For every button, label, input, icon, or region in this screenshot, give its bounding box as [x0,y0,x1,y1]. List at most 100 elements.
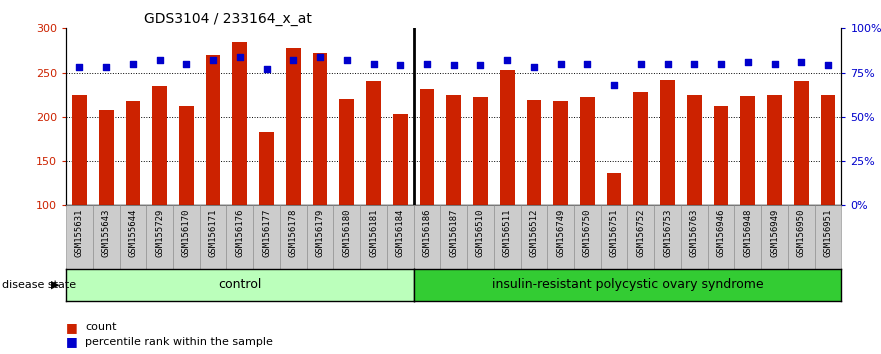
Text: GSM156187: GSM156187 [449,209,458,257]
Point [233,54,247,59]
Text: GSM156753: GSM156753 [663,209,672,257]
Bar [735,205,761,269]
Text: disease state: disease state [2,280,76,290]
Bar [820,95,835,205]
Point [767,61,781,67]
Bar [413,205,440,269]
Bar [521,205,547,269]
Point [527,64,541,70]
Point [152,57,167,63]
Bar [360,205,387,269]
Bar [815,205,841,269]
Text: GSM156511: GSM156511 [503,209,512,257]
Bar [120,205,146,269]
Bar [152,86,167,205]
Point [72,64,86,70]
Point [661,61,675,67]
Bar [527,100,541,205]
Bar [93,205,120,269]
Bar [173,205,200,269]
Bar [333,205,360,269]
Bar [740,96,755,205]
Text: GSM156179: GSM156179 [315,209,324,257]
Bar [387,205,413,269]
Text: GSM156512: GSM156512 [529,209,538,257]
Text: ■: ■ [66,335,78,348]
Bar [146,205,173,269]
Bar [447,95,461,205]
Bar [467,205,494,269]
Bar [601,205,627,269]
Text: GSM156752: GSM156752 [636,209,646,257]
Text: GSM156177: GSM156177 [262,209,271,257]
Point [366,61,381,67]
Text: GSM156949: GSM156949 [770,209,779,257]
Text: GSM156178: GSM156178 [289,209,298,257]
Bar [574,205,601,269]
Bar [200,205,226,269]
Point [313,54,327,59]
Point [447,63,461,68]
Bar [473,97,488,205]
Bar [226,205,253,269]
Text: percentile rank within the sample: percentile rank within the sample [85,337,273,347]
Bar [681,205,707,269]
Point [180,61,194,67]
Text: GSM156749: GSM156749 [556,209,565,257]
Bar [179,106,194,205]
Text: control: control [218,279,262,291]
Point [420,61,434,67]
Bar [687,95,701,205]
Point [340,57,354,63]
Bar [440,205,467,269]
Bar [280,205,307,269]
Bar [500,70,515,205]
Bar [126,101,140,205]
Bar [99,110,114,205]
Point [581,61,595,67]
Text: GSM156946: GSM156946 [716,209,726,257]
Point [687,61,701,67]
Bar [253,205,280,269]
Point [393,63,407,68]
Bar [419,88,434,205]
Text: GSM156763: GSM156763 [690,209,699,257]
Bar [761,205,788,269]
Point [286,57,300,63]
Point [260,66,274,72]
Text: GSM156950: GSM156950 [796,209,806,257]
Text: GSM155643: GSM155643 [101,209,111,257]
Bar [339,99,354,205]
Bar [767,95,781,205]
Point [553,61,567,67]
Text: GSM156170: GSM156170 [181,209,191,257]
Bar [655,205,681,269]
Bar [707,205,735,269]
Text: GSM156181: GSM156181 [369,209,378,257]
Point [100,64,114,70]
Bar [72,95,87,205]
Point [794,59,808,65]
Bar [794,81,809,205]
Bar [66,205,93,269]
Text: count: count [85,322,117,332]
Bar [366,81,381,205]
Bar [607,173,621,205]
Text: ■: ■ [66,321,78,334]
Bar [553,101,568,205]
Text: GSM155631: GSM155631 [75,209,84,257]
Bar [307,205,333,269]
Text: GSM156510: GSM156510 [476,209,485,257]
Point [741,59,755,65]
Point [206,57,220,63]
Bar [206,55,220,205]
Text: GSM155729: GSM155729 [155,209,164,257]
Bar [313,53,328,205]
Point [500,57,515,63]
Bar [627,205,655,269]
Text: GSM156751: GSM156751 [610,209,618,257]
Text: GSM156176: GSM156176 [235,209,244,257]
Text: GSM156750: GSM156750 [583,209,592,257]
Text: GSM156180: GSM156180 [343,209,352,257]
Text: GSM156951: GSM156951 [824,209,833,257]
